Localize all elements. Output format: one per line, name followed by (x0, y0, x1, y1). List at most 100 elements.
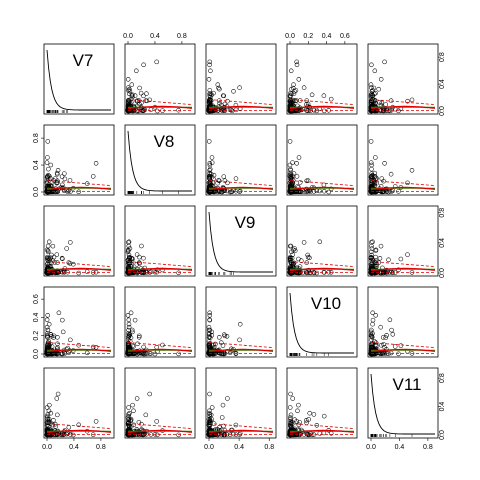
panel-frame (124, 367, 196, 439)
data-point (50, 422, 56, 428)
data-point (300, 270, 305, 276)
data-point (222, 432, 228, 438)
density-curve-V8 (127, 130, 192, 192)
data-point (141, 93, 146, 99)
top-axis-V8: 0.0 0.4 0.8 (123, 33, 187, 44)
panel-V9-V8 (124, 205, 196, 277)
data-point (321, 108, 327, 114)
tick-label: 0.8 (33, 133, 40, 143)
right-axis-V7: 0.0 0.4 0.8 (438, 52, 446, 116)
data-point (59, 255, 65, 261)
tick-label: 0.8 (439, 208, 446, 218)
data-point (147, 97, 152, 103)
panel-frame (124, 205, 196, 277)
data-point (370, 310, 375, 316)
data-point (368, 332, 374, 337)
data-point (45, 417, 50, 422)
data-point (369, 334, 375, 339)
data-point (132, 317, 138, 323)
spread-line-upper (370, 342, 436, 348)
data-point (129, 327, 135, 333)
panel-frame (367, 124, 439, 196)
data-point (136, 335, 142, 340)
data-point (220, 402, 226, 408)
tick-label: 0.0 (33, 349, 40, 359)
data-point (45, 412, 51, 417)
data-point (392, 344, 398, 349)
spread-line-upper (46, 423, 112, 429)
data-point (207, 391, 212, 397)
smoother-line (370, 186, 436, 191)
data-point (221, 174, 227, 179)
data-point (48, 255, 53, 261)
panel-frame (43, 43, 115, 115)
panel-V11-V8 (124, 367, 196, 439)
data-point (290, 396, 295, 401)
panel-V9-V7 (43, 205, 115, 277)
data-point (137, 85, 142, 91)
data-point (90, 432, 96, 437)
data-point (125, 77, 131, 82)
tick-label: 0.0 (42, 444, 52, 451)
spread-line-upper (370, 180, 436, 186)
data-point (314, 108, 320, 114)
tick-label: 0.0 (439, 430, 446, 440)
spread-line-upper (127, 261, 193, 267)
data-point (369, 62, 374, 68)
data-point (368, 139, 374, 144)
panel-V11-V11: V11 (367, 367, 439, 439)
panel-frame (205, 124, 277, 196)
data-point (388, 98, 394, 103)
data-point (126, 252, 132, 258)
data-point (388, 171, 394, 177)
smoother-line (370, 348, 436, 353)
data-point (126, 334, 132, 339)
data-point (54, 180, 60, 186)
data-point (368, 254, 374, 260)
data-point (378, 342, 384, 348)
data-point (207, 317, 212, 323)
data-point (147, 270, 152, 275)
data-point (289, 100, 294, 105)
panel-V9-V9: V9 (205, 205, 277, 277)
data-point (291, 82, 296, 87)
smoother-line (289, 267, 355, 272)
data-point (147, 351, 152, 356)
data-point (60, 317, 65, 323)
data-point (215, 82, 221, 87)
panel-V11-V7 (43, 367, 115, 439)
data-point (206, 332, 212, 337)
data-point (44, 160, 50, 165)
smoother-line (46, 186, 112, 191)
data-point (229, 107, 234, 113)
data-point (207, 59, 213, 65)
data-point (126, 317, 132, 323)
panel-frame (43, 124, 115, 196)
data-point (237, 321, 243, 327)
data-point (45, 155, 50, 160)
data-point (215, 180, 220, 186)
data-point (59, 174, 65, 179)
data-point (305, 254, 311, 260)
panel-frame (367, 367, 439, 439)
data-point (76, 189, 81, 195)
data-point (390, 332, 396, 337)
data-point (288, 391, 293, 397)
data-point (50, 243, 56, 249)
data-point (304, 260, 309, 265)
panel-frame (205, 286, 277, 358)
data-point (288, 101, 293, 106)
panel-frame (286, 205, 358, 277)
tick-label: 0.0 (439, 106, 446, 116)
data-point (46, 239, 52, 245)
smoother-line (127, 267, 193, 272)
data-point (56, 310, 62, 316)
data-point (229, 427, 235, 433)
top-axis-V10: 0.0 0.2 0.4 0.6 (285, 33, 350, 44)
panel-frame (124, 124, 196, 196)
smoother-line (127, 348, 193, 353)
data-point (216, 178, 221, 183)
data-point (136, 98, 142, 103)
data-point (62, 176, 68, 182)
data-point (176, 432, 181, 438)
